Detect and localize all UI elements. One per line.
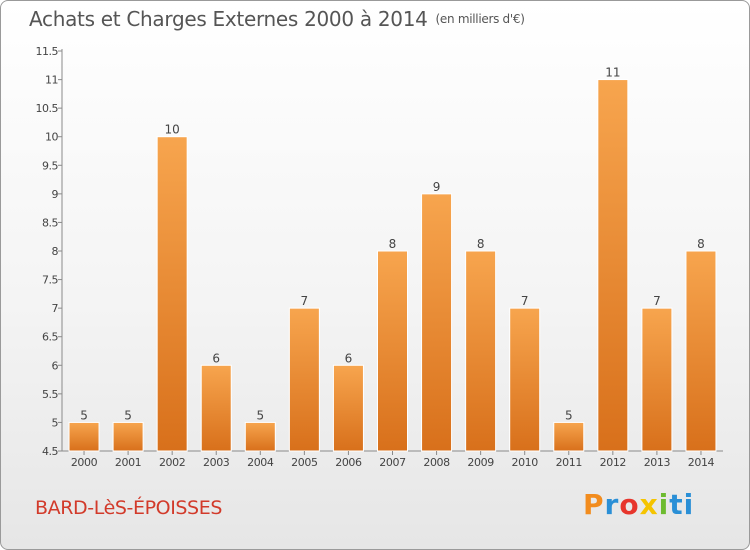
bar-value-label: 9 — [433, 180, 441, 194]
bar-2005 — [288, 307, 320, 452]
x-tick-label: 2003 — [203, 456, 230, 469]
bar-2003 — [200, 364, 232, 452]
bar-value-label: 6 — [345, 351, 353, 365]
bar-2007 — [377, 250, 408, 452]
bar-value-label: 7 — [653, 294, 661, 308]
x-tick-label: 2010 — [511, 456, 538, 469]
bar-value-label: 7 — [301, 294, 309, 308]
proxiti-logo[interactable]: Proxiti — [583, 488, 695, 521]
bar-2002 — [156, 136, 188, 452]
y-tick-label: 11.5 — [36, 45, 59, 58]
bar-value-label: 5 — [256, 408, 264, 422]
y-tick-label: 10 — [45, 131, 58, 144]
bar-value-label: 8 — [477, 237, 485, 251]
x-tick-label: 2002 — [159, 456, 185, 469]
y-tick-label: 7.5 — [42, 274, 58, 287]
x-tick-label: 2001 — [115, 456, 141, 469]
bar-2006 — [332, 364, 364, 452]
y-tick-label: 8.5 — [42, 216, 58, 229]
chart-title: Achats et Charges Externes 2000 à 2014 (e… — [29, 7, 525, 31]
commune-name: BARD-LèS-ÉPOISSES — [35, 497, 222, 519]
y-tick-label: 6 — [52, 359, 59, 372]
y-tick-label: 10.5 — [36, 102, 59, 115]
bar-value-label: 8 — [389, 237, 397, 251]
bar-2014 — [685, 250, 717, 452]
y-tick-label: 4.5 — [42, 445, 58, 458]
y-tick-label: 7 — [52, 302, 59, 315]
y-tick-label: 5.5 — [42, 388, 58, 401]
x-tick-label: 2013 — [644, 456, 671, 469]
bar-2009 — [465, 250, 497, 452]
chart-subtitle: (en milliers d'€) — [435, 12, 525, 26]
bar-2012 — [597, 79, 629, 452]
y-tick-label: 9 — [52, 188, 59, 201]
bar-2011 — [553, 421, 585, 452]
bar-2013 — [641, 307, 673, 452]
bar-value-label: 8 — [697, 237, 705, 251]
bar-2001 — [112, 421, 144, 452]
bar-value-label: 10 — [165, 123, 180, 137]
bar-value-label: 7 — [521, 294, 529, 308]
x-tick-label: 2000 — [71, 456, 98, 469]
x-tick-label: 2008 — [423, 456, 450, 469]
x-tick-label: 2009 — [467, 456, 494, 469]
y-tick-label: 11 — [45, 74, 58, 87]
y-tick-label: 9.5 — [42, 159, 58, 172]
y-tick-label: 8 — [52, 245, 59, 258]
x-tick-label: 2007 — [379, 456, 406, 469]
bar-value-label: 6 — [212, 351, 220, 365]
x-tick-label: 2005 — [291, 456, 318, 469]
x-tick-label: 2014 — [688, 456, 715, 469]
x-tick-label: 2004 — [247, 456, 274, 469]
x-tick-label: 2012 — [600, 456, 626, 469]
bar-2000 — [68, 421, 100, 452]
bar-2004 — [244, 421, 276, 452]
bar-value-label: 5 — [124, 408, 132, 422]
bar-2010 — [509, 307, 541, 452]
bar-value-label: 5 — [80, 408, 88, 422]
bar-value-label: 5 — [565, 408, 573, 422]
y-tick-label: 6.5 — [42, 331, 58, 344]
x-tick-label: 2011 — [556, 456, 582, 469]
x-tick-label: 2006 — [335, 456, 362, 469]
chart-title-text: Achats et Charges Externes 2000 à 2014 — [29, 7, 428, 31]
bar-2008 — [421, 193, 453, 452]
y-tick-label: 5 — [52, 416, 59, 429]
bar-value-label: 11 — [605, 66, 620, 80]
